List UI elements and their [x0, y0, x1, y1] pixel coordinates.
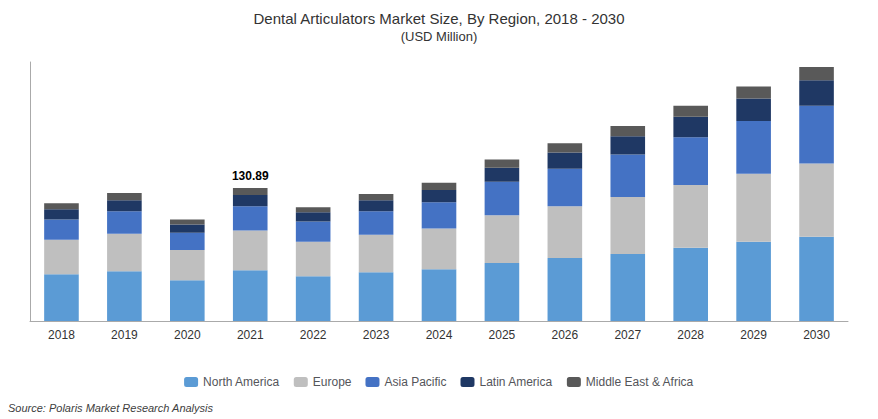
svg-text:2021: 2021	[237, 328, 264, 342]
svg-text:2019: 2019	[111, 328, 138, 342]
svg-text:2020: 2020	[174, 328, 201, 342]
svg-text:2022: 2022	[300, 328, 327, 342]
svg-text:2018: 2018	[48, 328, 75, 342]
svg-text:2029: 2029	[740, 328, 767, 342]
svg-text:2023: 2023	[363, 328, 390, 342]
svg-text:2028: 2028	[677, 328, 704, 342]
svg-text:2026: 2026	[551, 328, 578, 342]
svg-text:2024: 2024	[426, 328, 453, 342]
svg-text:Source: Polaris Market Researc: Source: Polaris Market Research Analysis	[8, 402, 214, 414]
svg-text:Dental Articulators Market Siz: Dental Articulators Market Size, By Regi…	[253, 10, 624, 27]
svg-text:2030: 2030	[803, 328, 830, 342]
svg-text:Latin America: Latin America	[479, 375, 552, 389]
svg-text:2027: 2027	[614, 328, 641, 342]
svg-text:(USD Million): (USD Million)	[401, 29, 478, 44]
svg-text:North America: North America	[203, 375, 279, 389]
svg-text:130.89: 130.89	[232, 169, 269, 183]
svg-text:Middle East & Africa: Middle East & Africa	[586, 375, 694, 389]
svg-text:2025: 2025	[489, 328, 516, 342]
svg-text:Asia Pacific: Asia Pacific	[384, 375, 446, 389]
svg-text:Europe: Europe	[313, 375, 352, 389]
